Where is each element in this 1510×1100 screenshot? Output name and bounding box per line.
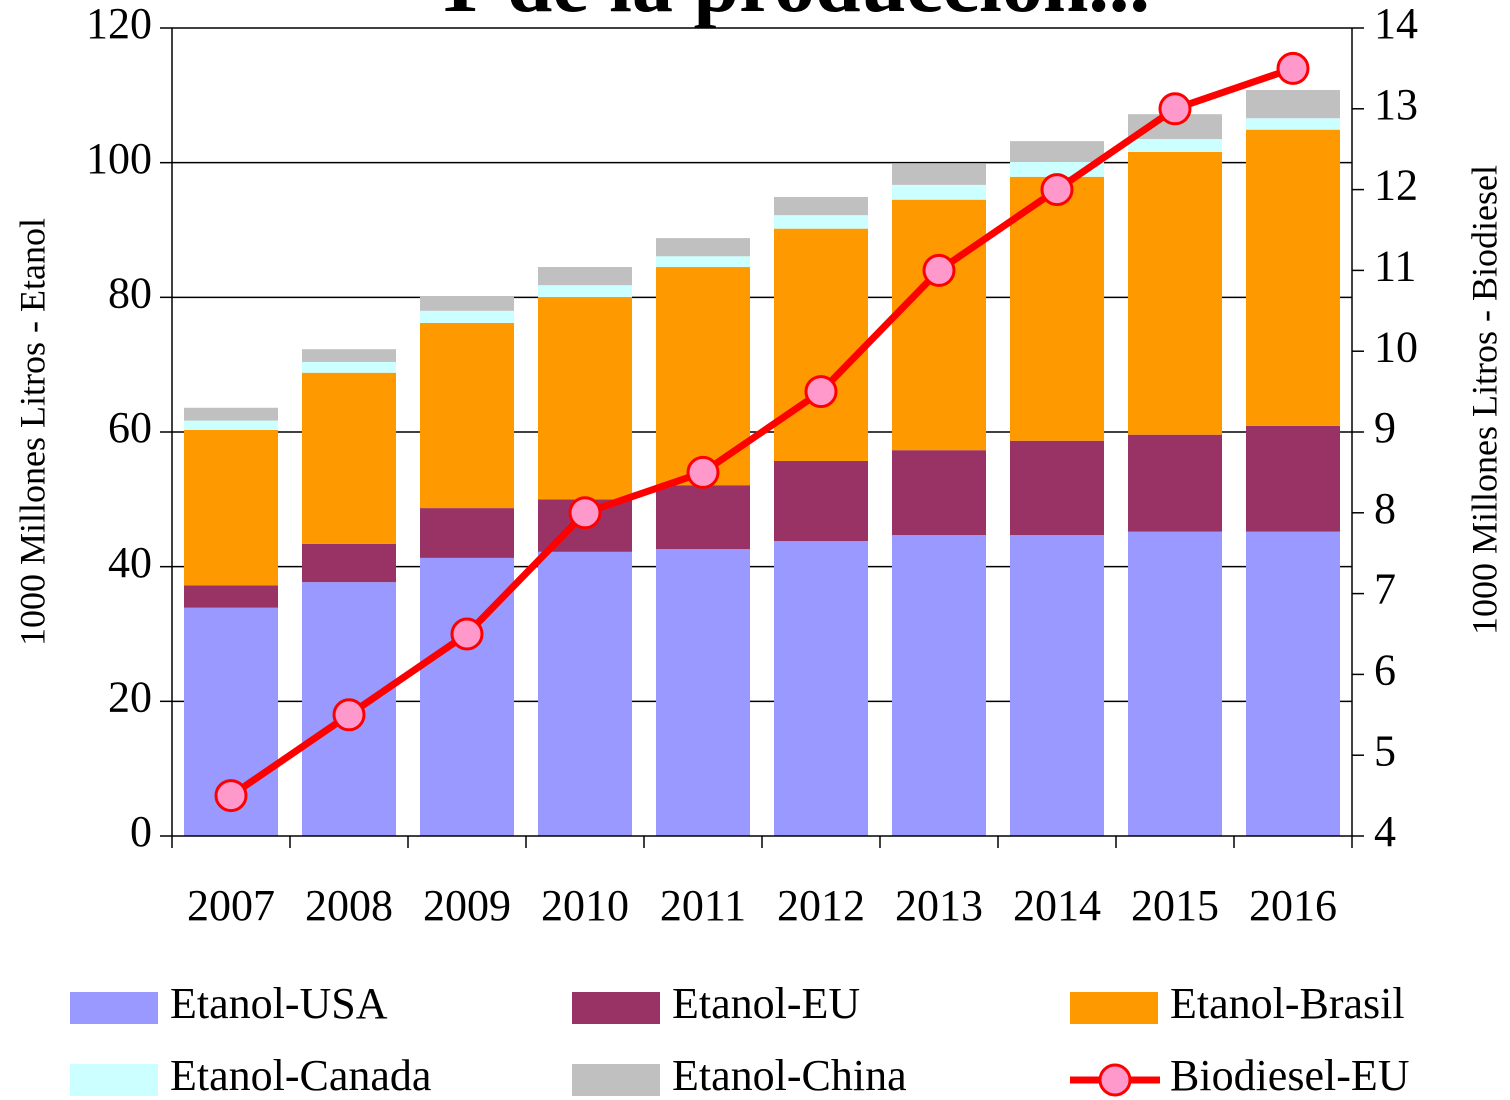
- bar-segment: [656, 238, 750, 257]
- line-marker: [686, 455, 720, 489]
- y-tick-label: 80: [108, 268, 152, 317]
- legend-label: Etanol-China: [672, 1051, 907, 1100]
- bar-segment: [1246, 425, 1340, 532]
- bar-segment: [1246, 89, 1340, 119]
- y2-axis-title: 1000 Millones Litros - Biodiesel: [1464, 165, 1504, 635]
- bar-segment: [538, 551, 632, 836]
- bar-segment: [184, 585, 278, 608]
- bar-segment: [1010, 176, 1104, 441]
- bar-segment: [892, 164, 986, 185]
- line-marker: [1040, 173, 1074, 207]
- bar-segment: [302, 372, 396, 544]
- bar-segment: [892, 535, 986, 836]
- y2-tick-label: 7: [1374, 565, 1396, 614]
- bar-segment: [184, 429, 278, 586]
- x-tick-label: 2008: [305, 881, 393, 930]
- bar-segment: [774, 541, 868, 836]
- bar-segment: [1246, 531, 1340, 836]
- y2-tick-label: 9: [1374, 403, 1396, 452]
- x-tick-label: 2014: [1013, 881, 1101, 930]
- y2-tick-label: 5: [1374, 726, 1396, 775]
- line-marker: [922, 253, 956, 287]
- legend-label: Etanol-Brasil: [1170, 979, 1405, 1028]
- legend-swatch: [572, 992, 660, 1024]
- bar-segment: [656, 256, 750, 268]
- line: [229, 65, 1295, 799]
- bar-segment: [774, 197, 868, 216]
- legend-label: Etanol-Canada: [170, 1051, 431, 1100]
- line-marker: [332, 698, 366, 732]
- x-tick-label: 2013: [895, 881, 983, 930]
- y2-tick-label: 10: [1374, 322, 1418, 371]
- bar-segment: [538, 285, 632, 298]
- bar-segment: [420, 310, 514, 323]
- bar-segment: [302, 349, 396, 362]
- bar-segment: [1246, 129, 1340, 426]
- bar-segment: [1128, 434, 1222, 532]
- y-tick-label: 40: [108, 538, 152, 587]
- bar-segment: [774, 460, 868, 542]
- bar-segment: [1246, 118, 1340, 130]
- y-tick-label: 120: [86, 0, 152, 48]
- y-tick-label: 20: [108, 672, 152, 721]
- y-tick-label: 60: [108, 403, 152, 452]
- bar-segment: [656, 549, 750, 836]
- y-tick-label: 0: [130, 807, 152, 856]
- bar-segment: [538, 297, 632, 500]
- bar-segment: [1128, 139, 1222, 152]
- legend-swatch: [70, 1064, 158, 1096]
- legend-swatch: [70, 992, 158, 1024]
- bar-segment: [892, 199, 986, 451]
- y2-tick-label: 11: [1374, 241, 1416, 290]
- bar-segment: [1010, 440, 1104, 536]
- x-tick-label: 2011: [660, 881, 746, 930]
- bar-segment: [420, 508, 514, 558]
- line-marker: [568, 496, 602, 530]
- line-marker: [804, 375, 838, 409]
- bar-segment: [302, 543, 396, 583]
- line-marker: [1276, 51, 1310, 85]
- line-marker: [214, 779, 248, 813]
- bar-segment: [184, 407, 278, 421]
- bar-segment: [892, 184, 986, 200]
- legend-marker: [1098, 1063, 1132, 1097]
- bar-segment: [1010, 141, 1104, 162]
- x-tick-label: 2009: [423, 881, 511, 930]
- bar-segment: [892, 450, 986, 536]
- chart-title: Y de la producción...: [430, 0, 1150, 29]
- bar-segment: [302, 361, 396, 373]
- y2-tick-label: 6: [1374, 645, 1396, 694]
- bar-segment: [538, 267, 632, 286]
- y2-tick-label: 8: [1374, 484, 1396, 533]
- line-marker: [450, 617, 484, 651]
- legend-label: Etanol-EU: [672, 979, 860, 1028]
- x-tick-label: 2015: [1131, 881, 1219, 930]
- bar-segment: [1010, 535, 1104, 836]
- line-marker: [1158, 92, 1192, 126]
- legend-label: Etanol-USA: [170, 979, 388, 1028]
- x-tick-label: 2007: [187, 881, 275, 930]
- bar-segment: [656, 485, 750, 550]
- y2-tick-label: 14: [1374, 0, 1418, 48]
- legend-swatch: [1070, 992, 1158, 1024]
- legend-swatch: [572, 1064, 660, 1096]
- x-tick-label: 2012: [777, 881, 865, 930]
- x-tick-label: 2010: [541, 881, 629, 930]
- y-axis-title: 1000 Millones Litros - Etanol: [12, 218, 52, 646]
- y2-tick-label: 13: [1374, 80, 1418, 129]
- bar-segment: [184, 420, 278, 430]
- bar-segment: [1128, 531, 1222, 836]
- legend-label: Biodiesel-EU: [1170, 1051, 1410, 1100]
- y2-tick-label: 4: [1374, 807, 1396, 856]
- y-tick-label: 100: [86, 134, 152, 183]
- bar-segment: [1128, 151, 1222, 435]
- y2-tick-label: 12: [1374, 161, 1418, 210]
- x-tick-label: 2016: [1249, 881, 1337, 930]
- bar-segment: [774, 215, 868, 229]
- bar-segment: [774, 228, 868, 461]
- bar-segment: [420, 295, 514, 311]
- bar-segment: [420, 322, 514, 509]
